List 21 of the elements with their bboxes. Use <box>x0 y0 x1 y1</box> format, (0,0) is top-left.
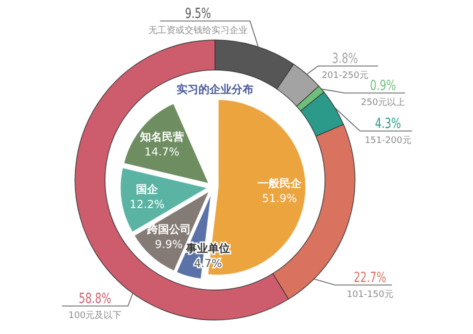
slice-label: 知名民营 <box>138 130 184 144</box>
slice-label: 101-150元 <box>346 289 394 300</box>
data-label: 4.7% <box>194 257 222 270</box>
data-label: 9.9% <box>154 238 183 251</box>
data-label: 9.5% <box>185 6 217 22</box>
data-label: 0.9% <box>370 78 402 94</box>
data-label: 14.7% <box>144 145 180 158</box>
data-label: 3.8% <box>332 51 364 67</box>
data-label: 51.9% <box>262 192 297 205</box>
chart-title: 实习的企业分布 <box>176 83 254 96</box>
slice-label: 100元及以下 <box>68 310 122 321</box>
slice-label: 250元以上 <box>360 97 406 108</box>
slice-label: 151-200元 <box>364 135 412 146</box>
slice-label: 国企 <box>136 183 160 196</box>
slice-label: 一般民企 <box>257 176 302 190</box>
data-label: 58.8% <box>78 291 119 307</box>
slice-label: 201-250元 <box>322 70 368 81</box>
slice-label: 无工资或交钱给实习企业 <box>148 25 248 36</box>
data-label: 12.2% <box>130 198 165 212</box>
data-label: 22.7% <box>354 270 394 286</box>
data-label: 4.3% <box>375 116 407 132</box>
